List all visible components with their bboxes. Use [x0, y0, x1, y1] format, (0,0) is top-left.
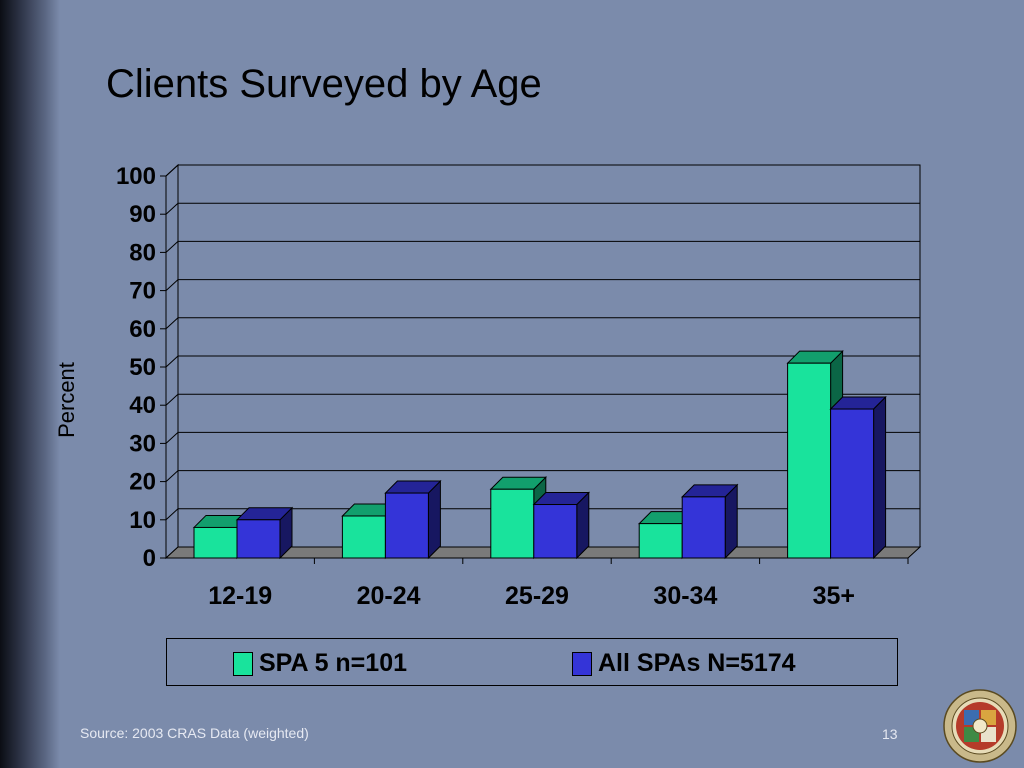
gridline-side [165, 202, 179, 215]
bar-side-face [724, 483, 738, 560]
bar-2-12-19 [236, 519, 281, 559]
y-tick-label: 10 [129, 507, 156, 534]
bar-side-face [427, 479, 441, 560]
gridline-side [165, 508, 179, 521]
slide-title: Clients Surveyed by Age [106, 62, 542, 106]
y-tick-label: 60 [129, 316, 156, 343]
bar-2-35+ [830, 408, 875, 559]
gridline-side [165, 355, 179, 368]
y-axis-label: Percent [54, 362, 79, 438]
bar-side-face [873, 395, 887, 560]
legend-label-series-1: SPA 5 n=101 [259, 649, 407, 677]
gridline-side [165, 470, 179, 482]
y-tick-label: 0 [143, 545, 156, 572]
legend-item-series-1: SPA 5 n=101 [233, 649, 407, 678]
gridline-side [165, 279, 179, 291]
y-tick-label: 100 [116, 163, 156, 190]
x-tick-label: 25-29 [505, 582, 569, 610]
legend-swatch-series-1 [233, 651, 253, 676]
gridline-side [165, 164, 179, 177]
y-tick-label: 80 [129, 239, 156, 266]
legend-label-series-2: All SPAs N=5174 [598, 649, 796, 677]
y-tick-label: 90 [129, 201, 156, 228]
left-edge-shadow [0, 0, 60, 768]
gridline-side [165, 241, 179, 253]
x-tick-label: 30-34 [653, 582, 717, 610]
y-tick-label: 20 [129, 469, 156, 496]
bar-1-12-19 [193, 526, 238, 559]
bar-2-20-24 [384, 492, 429, 559]
county-seal-icon [943, 689, 1017, 763]
bar-1-30-34 [638, 523, 683, 559]
chart-legend: SPA 5 n=101 All SPAs N=5174 [166, 638, 898, 686]
gridline-side [165, 432, 179, 444]
y-tick-label: 40 [129, 392, 156, 419]
bar-1-25-29 [490, 488, 535, 559]
x-tick-label: 35+ [813, 582, 855, 610]
bar-2-25-29 [533, 504, 578, 559]
legend-swatch-series-2 [572, 651, 592, 676]
gridline-side [165, 317, 179, 330]
slide-number: 13 [882, 726, 898, 742]
y-tick-label: 50 [129, 354, 156, 381]
bar-1-20-24 [341, 515, 386, 559]
x-tick-label: 20-24 [357, 582, 421, 610]
y-tick-label: 30 [129, 430, 156, 457]
bar-1-35+ [787, 362, 832, 559]
x-tick-label: 12-19 [208, 582, 272, 610]
y-tick-label: 70 [129, 278, 156, 305]
source-note: Source: 2003 CRAS Data (weighted) [80, 725, 309, 741]
legend-item-series-2: All SPAs N=5174 [572, 649, 796, 678]
bar-chart: 0 10 20 30 40 50 60 70 80 90 100 12-19 20-24 25-29 30-… [116, 163, 922, 610]
bar-2-30-34 [681, 496, 726, 559]
gridline-side [165, 393, 179, 406]
